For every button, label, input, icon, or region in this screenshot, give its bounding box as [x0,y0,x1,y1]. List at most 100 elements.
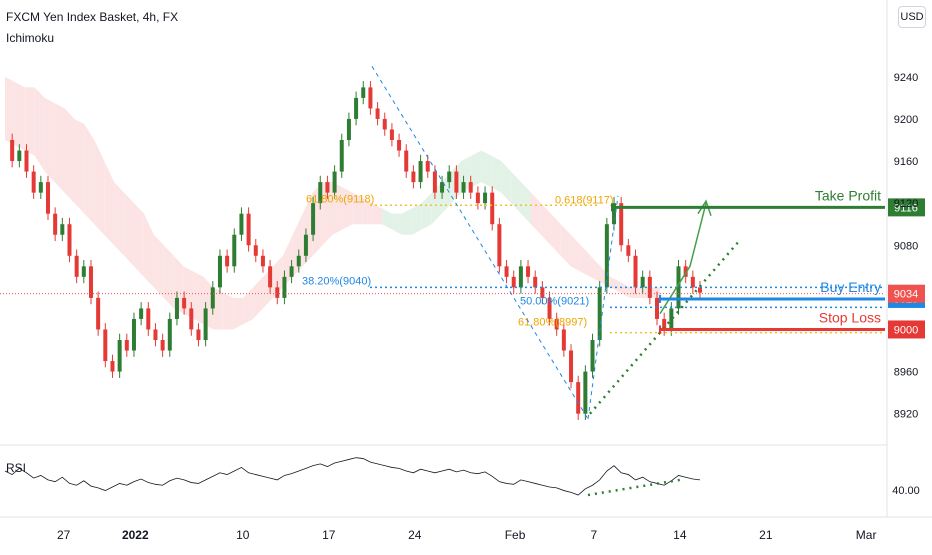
last-price-label: 9034 [894,289,918,301]
candle-body [339,140,344,172]
cloud-segment [143,213,154,288]
candle-body [167,318,172,351]
candle-body [160,340,165,351]
cloud-segment [342,187,353,230]
axes: 9240 9200 9160 9120 9080 8960 8920 27 2022 10 17 24… [57,72,918,542]
rsi-line [4,457,701,496]
candle-body [103,329,108,362]
y-tick-label: 9120 [894,198,918,210]
cloud-segment [94,140,105,235]
candle-body [146,308,151,330]
candle-body [497,224,502,267]
x-tick-label: 7 [591,528,598,542]
candle-body [447,171,452,183]
candle-body [210,287,215,309]
y-tick-label: 8920 [894,409,918,421]
x-tick-label: Mar [856,528,877,542]
candle-body [268,266,273,288]
cloud-segment [193,271,204,325]
indicator-label: Ichimoku [6,31,55,45]
candle-body [361,87,366,98]
candle-body [626,245,631,256]
cloud-segment [481,150,492,188]
candle-body [669,308,674,330]
candle-body [647,276,652,298]
candle-body [10,140,15,162]
cloud-segment [372,203,383,225]
cloud-segment [530,192,541,235]
x-tick-label: Feb [505,528,526,542]
candle-body [67,224,72,256]
y-tick-label: 9240 [894,72,918,84]
cloud-segment [223,292,234,330]
candle-body [490,192,495,225]
candle-body [540,287,545,298]
cloud-segment [550,213,561,256]
cloud-segment [580,245,591,277]
candle-body [303,234,308,256]
candle-body [640,276,645,288]
cloud-segment [352,192,363,225]
cloud-segment [610,276,621,293]
candle-body [425,161,430,172]
cloud-segment [163,245,174,309]
cloud-segment [650,287,660,298]
candle-body [81,266,86,277]
cloud-segment [590,255,601,283]
candle-body [189,308,194,330]
cloud-segment [382,208,393,230]
candle-body [346,118,351,140]
candle-body [31,171,36,193]
candle-body [526,266,531,277]
candle-body [96,297,101,330]
cloud-segment [34,87,45,172]
candle-body [311,203,316,235]
cloud-segment [153,234,164,298]
candle-body [45,182,50,214]
currency-button[interactable]: USD [898,6,926,28]
candle-body [239,213,244,235]
y-tick-label: 9200 [894,114,918,126]
rsi-label: RSI [6,461,27,475]
cloud-segment [570,234,581,272]
cloud-segment [540,203,551,246]
candle-body [217,255,222,288]
candle-body [131,318,136,351]
candle-body [475,192,480,204]
candle-body [698,287,702,293]
candle-body [504,266,509,277]
cloud-segment [24,87,35,156]
candle-body [432,171,437,193]
candle-body [583,371,588,414]
candles [10,81,702,420]
cloud-segment [491,155,502,193]
candle-body [110,361,115,372]
candle-body [683,266,688,277]
candle-body [554,318,559,330]
candle-body [275,287,280,298]
y-tick-label: 9160 [894,156,918,168]
cloud-segment [114,182,125,256]
cloud-segment [511,171,522,214]
cloud-segment [501,161,512,204]
projection-arrowhead [697,199,712,217]
candle-body [74,255,79,277]
candle-body [60,224,65,235]
cloud-segment [44,97,55,183]
candle-body [389,129,394,140]
candle-body [569,350,574,383]
candle-body [518,266,523,288]
candle-body [24,150,29,172]
cloud-segment [124,192,135,267]
candle-body [533,276,538,288]
candle-body [590,340,595,372]
candle-body [604,224,609,288]
cloud-segment [213,287,224,330]
candle-body [404,150,409,172]
fib-right-500-label: 50.00%(9021) [520,295,589,307]
candle-body [576,382,581,414]
candle-body [124,340,129,351]
